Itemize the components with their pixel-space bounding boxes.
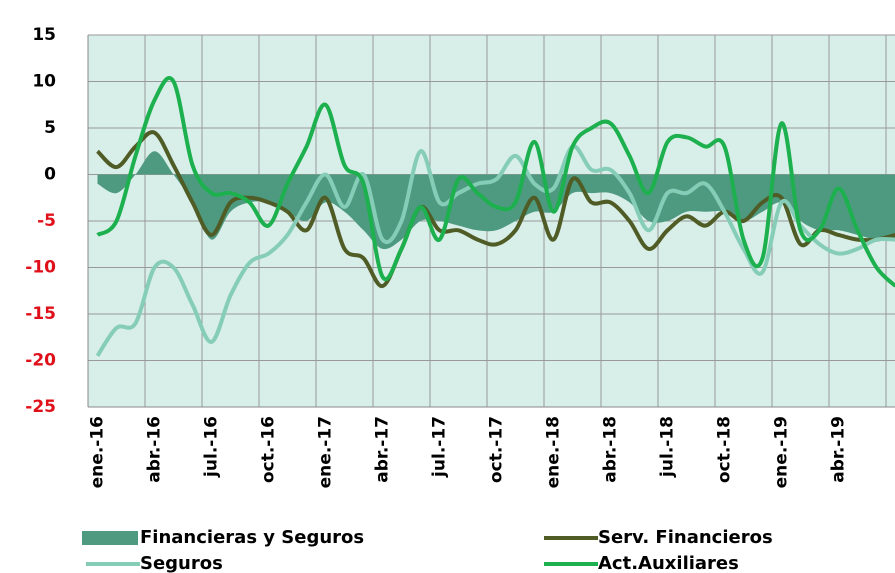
x-tick-label: oct.-17 bbox=[487, 416, 507, 483]
y-tick-label: -25 bbox=[25, 397, 56, 417]
legend-label: Financieras y Seguros bbox=[140, 527, 364, 548]
x-tick-label: abr.-17 bbox=[373, 416, 393, 483]
area bbox=[97, 151, 895, 250]
y-tick-label: -20 bbox=[25, 351, 56, 371]
x-tick-label: abr.-16 bbox=[145, 416, 165, 483]
x-tick-label: oct.-16 bbox=[259, 416, 279, 483]
y-tick-label: 15 bbox=[32, 25, 56, 45]
x-tick-label: oct.-18 bbox=[715, 416, 735, 483]
x-tick-label: jul.-16 bbox=[202, 416, 222, 478]
x-tick-label: abr.-18 bbox=[601, 416, 621, 483]
y-tick-label: -15 bbox=[25, 304, 56, 324]
legend-label: Act.Auxiliares bbox=[598, 553, 739, 573]
line bbox=[96, 130, 895, 289]
x-tick-label: ene.-16 bbox=[88, 416, 108, 488]
legend-swatch bbox=[82, 531, 138, 545]
x-tick-label: jul.-17 bbox=[430, 416, 450, 478]
axes: -25 -20 -15 -10 -5 0 5 10 15 ene.-16 abr.-16 jul.-1… bbox=[25, 25, 895, 573]
x-tick-label: ene.-17 bbox=[316, 416, 336, 488]
x-tick-label: ene.-19 bbox=[772, 416, 792, 488]
line bbox=[95, 144, 895, 357]
plot bbox=[95, 76, 895, 357]
legend-label: Seguros bbox=[140, 553, 223, 573]
x-tick-label: abr.-19 bbox=[829, 416, 849, 483]
line bbox=[96, 76, 895, 288]
x-tick-label: jul.-18 bbox=[658, 416, 678, 478]
y-tick-label: -10 bbox=[25, 258, 56, 278]
y-tick-label: 10 bbox=[32, 72, 56, 92]
y-tick-label: 5 bbox=[44, 118, 56, 138]
legend-label: Serv. Financieros bbox=[598, 527, 773, 548]
y-tick-label: 0 bbox=[44, 165, 56, 185]
x-tick-label: ene.-18 bbox=[544, 416, 564, 488]
y-tick-label: -5 bbox=[37, 211, 56, 231]
